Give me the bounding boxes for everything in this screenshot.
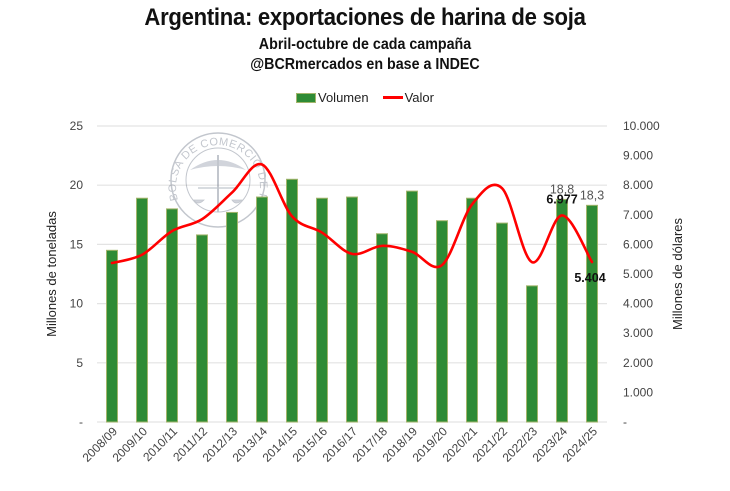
data-label: 5.404 bbox=[574, 271, 605, 285]
y-tick-label: 15 bbox=[70, 237, 84, 251]
x-axis-ticks: 2008/092009/102010/112011/122012/132013/… bbox=[80, 424, 601, 465]
bar-volumen bbox=[106, 249, 118, 423]
y-axis-left-ticks: - 5 10 15 20 25 bbox=[70, 119, 84, 429]
chart-source: @BCRmercados en base a INDEC bbox=[250, 56, 480, 73]
y2-tick-label: 4.000 bbox=[623, 297, 653, 311]
legend-label-valor: Valor bbox=[404, 90, 434, 105]
legend-swatch-volumen bbox=[296, 92, 316, 103]
bar-volumen bbox=[376, 233, 388, 423]
data-label: 6.977 bbox=[546, 192, 577, 206]
y2-tick-label: 2.000 bbox=[623, 356, 653, 370]
data-label: 18,3 bbox=[580, 188, 604, 202]
y-axis-left-label: Millones de toneladas bbox=[44, 211, 59, 337]
y2-tick-label: 1.000 bbox=[623, 385, 653, 399]
bar-volumen bbox=[316, 197, 328, 423]
bar-volumen bbox=[586, 204, 598, 423]
y-axis-right-ticks: - 1.000 2.000 3.000 4.000 5.000 6.000 7.000 8.00… bbox=[623, 119, 660, 429]
y-axis-right-label: Millones de dólares bbox=[670, 218, 685, 331]
bar-volumen bbox=[526, 285, 538, 423]
svg-text:BOLSA DE COMERCIO DE ROSARIO: BOLSA DE COMERCIO DE ROSARIO bbox=[0, 0, 269, 203]
bar-volumen bbox=[556, 198, 568, 423]
legend-item-valor: Valor bbox=[382, 90, 434, 105]
bar-volumen bbox=[346, 196, 358, 423]
bar-volumen bbox=[226, 211, 238, 423]
y2-tick-label: 8.000 bbox=[623, 178, 653, 192]
y2-tick-label: 9.000 bbox=[623, 149, 653, 163]
bars-volumen bbox=[106, 178, 598, 423]
legend-item-volumen: Volumen bbox=[296, 90, 369, 105]
bar-volumen bbox=[496, 222, 508, 423]
bar-volumen bbox=[136, 197, 148, 423]
chart-subtitle: Abril-octubre de cada campaña bbox=[258, 36, 472, 53]
bar-volumen bbox=[406, 190, 418, 423]
y2-tick-label: 5.000 bbox=[623, 267, 653, 281]
y2-tick-label: 10.000 bbox=[623, 119, 660, 133]
legend-label-volumen: Volumen bbox=[318, 90, 369, 105]
y2-tick-label: 6.000 bbox=[623, 237, 653, 251]
bar-volumen bbox=[286, 178, 298, 423]
data-label: 18,8 bbox=[550, 182, 574, 196]
watermark-seal: BOLSA DE COMERCIO DE ROSARIO bbox=[0, 0, 269, 228]
bar-volumen bbox=[256, 196, 268, 423]
bar-volumen bbox=[196, 234, 208, 423]
bar-volumen bbox=[436, 220, 448, 423]
watermark-text: BOLSA DE COMERCIO DE ROSARIO bbox=[0, 0, 269, 203]
y-tick-label: 5 bbox=[76, 356, 83, 370]
chart-title: Argentina: exportaciones de harina de so… bbox=[144, 4, 586, 31]
legend: Volumen Valor bbox=[0, 90, 730, 105]
y-tick-label: - bbox=[79, 415, 83, 429]
bar-volumen bbox=[466, 197, 478, 423]
y2-tick-label: - bbox=[623, 415, 627, 429]
bar-volumen bbox=[166, 208, 178, 423]
y2-tick-label: 3.000 bbox=[623, 326, 653, 340]
y-tick-label: 10 bbox=[70, 297, 84, 311]
legend-swatch-valor bbox=[382, 96, 403, 99]
y-tick-label: 25 bbox=[70, 119, 84, 133]
y2-tick-label: 7.000 bbox=[623, 208, 653, 222]
y-tick-label: 20 bbox=[70, 178, 84, 192]
line-valor bbox=[110, 162, 594, 269]
data-labels: 18,8 18,36.977 5.404 bbox=[546, 182, 605, 285]
